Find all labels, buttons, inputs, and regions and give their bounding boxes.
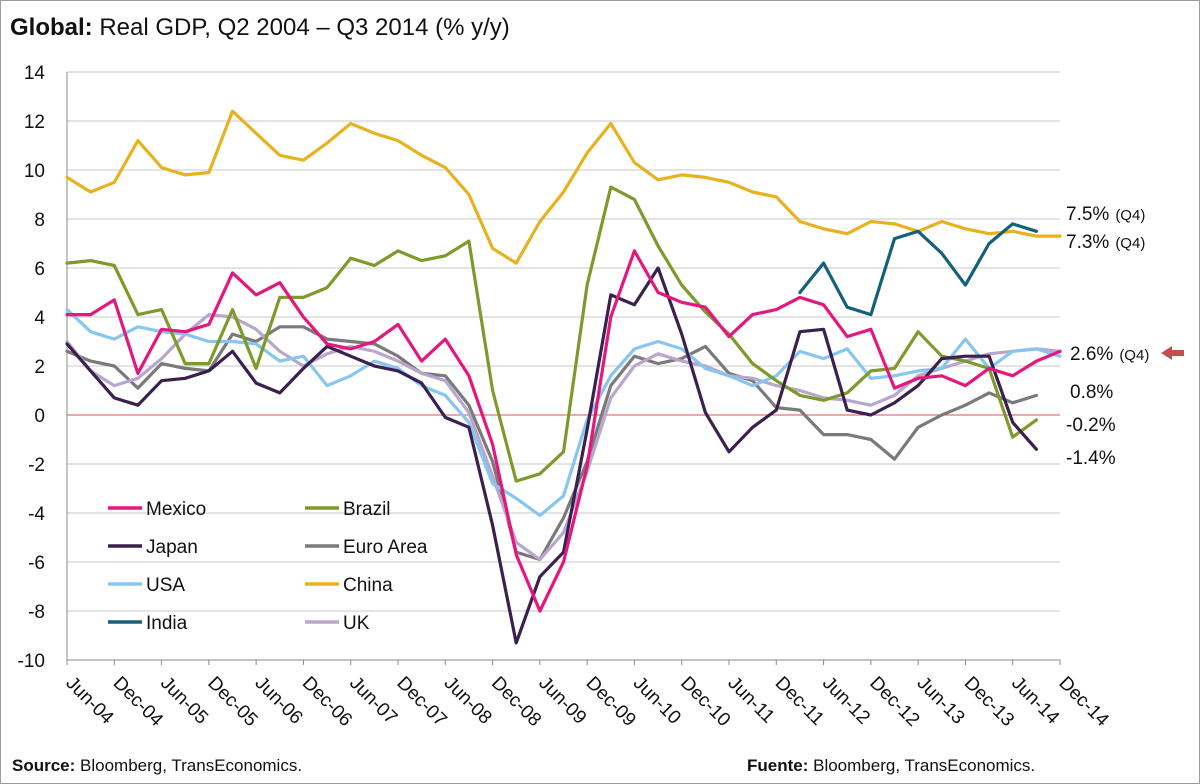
legend-label-euro-area: Euro Area — [343, 537, 428, 558]
x-tick-label: Jun-06 — [251, 673, 307, 729]
end-label-value: 0.8% — [1070, 382, 1113, 403]
fuente-note: Fuente: Bloomberg, TransEconomics. — [747, 756, 1036, 775]
end-label: 2.6% (Q4) — [1070, 344, 1149, 365]
x-tick-label: Dec-13 — [960, 673, 1018, 731]
x-tick-label: Jun-07 — [345, 673, 401, 729]
x-tick-label: Dec-06 — [298, 673, 356, 731]
x-tick-label: Jun-11 — [723, 673, 778, 728]
legend-label-brazil: Brazil — [343, 499, 391, 520]
end-label-note: (Q4) — [1119, 347, 1149, 364]
x-tick-label: Jun-05 — [156, 673, 212, 729]
x-tick-label: Jun-14 — [1007, 673, 1063, 729]
x-tick-label: Jun-10 — [629, 673, 685, 729]
legend-label-japan: Japan — [146, 537, 198, 558]
y-axis: 14 12 10 8 6 4 2 0 -2 -4 -6 -8 -10 — [18, 63, 68, 672]
x-tick-label: Dec-04 — [109, 673, 167, 731]
chart-title: Global: Real GDP, Q2 2004 – Q3 2014 (% y… — [10, 14, 510, 41]
y-tick-label: 2 — [34, 357, 45, 378]
y-tick-label: 0 — [34, 406, 45, 427]
legend: Mexico Brazil Japan Euro Area USA China India U… — [108, 499, 428, 634]
y-tick-label: -4 — [28, 504, 45, 525]
end-label-note: (Q4) — [1115, 235, 1145, 252]
y-tick-label: 8 — [34, 210, 45, 231]
x-tick-label: Jun-12 — [818, 673, 874, 729]
end-labels: 7.5% (Q4) 7.3% (Q4) 2.6% (Q4) 0.8% -0.2% -1.4% — [1066, 204, 1184, 469]
end-label: -1.4% — [1066, 448, 1116, 469]
x-tick-label: Dec-09 — [582, 673, 640, 731]
end-label: 0.8% — [1070, 382, 1113, 403]
series-line-mexico — [65, 249, 1062, 613]
series-line-euro-area — [65, 325, 1039, 562]
end-label-value: -0.2% — [1066, 415, 1116, 436]
end-label-value: -1.4% — [1066, 448, 1116, 469]
x-tick-label: Dec-07 — [392, 673, 450, 731]
end-label: 7.3% (Q4) — [1066, 232, 1145, 253]
source-note: Source: Bloomberg, TransEconomics. — [12, 756, 303, 775]
y-tick-label: -8 — [28, 602, 45, 623]
y-tick-label: -10 — [18, 651, 45, 672]
end-label-note: (Q4) — [1115, 207, 1145, 224]
end-label-value: 7.3% — [1066, 232, 1109, 253]
y-tick-label: 14 — [24, 63, 46, 84]
x-tick-label: Dec-12 — [865, 673, 923, 731]
series-line-china — [65, 109, 1062, 265]
legend-label-china: China — [343, 575, 393, 596]
series-line-uk — [65, 313, 1062, 562]
end-label: 7.5% (Q4) — [1066, 204, 1145, 225]
x-tick-label: Jun-08 — [440, 673, 496, 729]
y-tick-label: 10 — [24, 161, 45, 182]
legend-label-mexico: Mexico — [146, 499, 206, 520]
end-label-value: 7.5% — [1066, 204, 1109, 225]
x-tick-label: Jun-04 — [61, 673, 117, 729]
series-line-usa — [65, 308, 1062, 518]
x-tick-label: Dec-11 — [771, 673, 828, 730]
x-tick-label: Dec-05 — [203, 673, 261, 731]
x-axis: Jun-04Dec-04Jun-05Dec-05Jun-06Dec-06Jun-… — [61, 659, 1113, 731]
legend-label-india: India — [146, 613, 188, 634]
y-tick-label: 12 — [24, 112, 45, 133]
series-line-brazil — [65, 185, 1039, 483]
pointer-arrow-icon — [1161, 346, 1184, 360]
y-tick-label: 4 — [34, 308, 45, 329]
end-label-value: 2.6% — [1070, 344, 1113, 365]
series-line-japan — [65, 266, 1039, 645]
y-tick-label: 6 — [34, 259, 45, 280]
x-tick-label: Dec-10 — [676, 673, 734, 731]
end-label: -0.2% — [1066, 415, 1116, 436]
series-lines — [65, 109, 1062, 645]
legend-label-usa: USA — [146, 575, 185, 596]
x-tick-label: Jun-13 — [913, 673, 969, 729]
x-tick-label: Dec-14 — [1054, 673, 1112, 731]
y-tick-label: -2 — [28, 455, 45, 476]
y-tick-label: -6 — [28, 553, 45, 574]
x-tick-label: Jun-09 — [534, 673, 590, 729]
x-tick-label: Dec-08 — [487, 673, 545, 731]
series-line-india — [798, 222, 1039, 317]
legend-label-uk: UK — [343, 613, 370, 634]
